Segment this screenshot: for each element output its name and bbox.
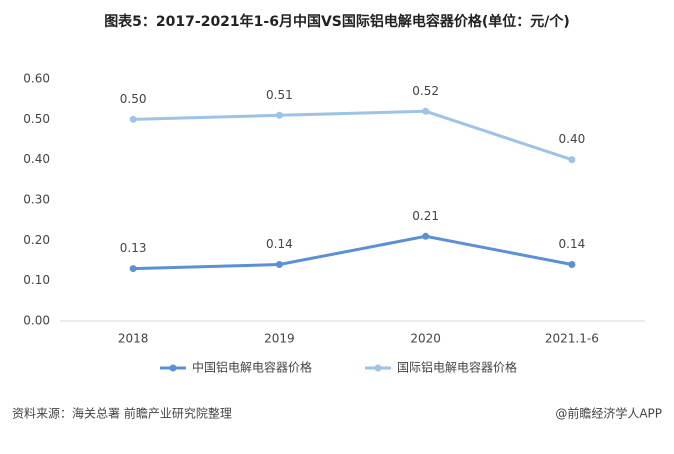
series-line <box>133 109 573 162</box>
data-label: 0.40 <box>559 132 586 146</box>
y-tick-label: 0.40 <box>23 152 50 166</box>
x-tick-label: 2020 <box>410 332 441 346</box>
legend-dot <box>374 364 382 372</box>
data-label: 0.14 <box>266 237 293 251</box>
data-label: 0.52 <box>412 84 439 98</box>
x-tick-label: 2021.1-6 <box>545 332 599 346</box>
legend-label: 国际铝电解电容器价格 <box>397 360 517 375</box>
data-point <box>422 107 430 115</box>
y-tick-label: 0.60 <box>23 72 50 86</box>
data-point <box>422 232 430 240</box>
data-label: 0.13 <box>120 241 147 255</box>
data-point <box>568 156 576 164</box>
legend-dot <box>169 364 177 372</box>
y-tick-label: 0.10 <box>23 273 50 287</box>
y-tick-label: 0.00 <box>23 314 50 328</box>
chart-title: 图表5：2017-2021年1-6月中国VS国际铝电解电容器价格(单位：元/个) <box>104 13 570 30</box>
y-tick-label: 0.20 <box>23 233 50 247</box>
series-line <box>133 234 573 271</box>
x-tick-label: 2018 <box>118 332 149 346</box>
data-point <box>568 261 576 269</box>
data-label: 0.50 <box>120 92 147 106</box>
data-point <box>275 261 283 269</box>
credit: @前瞻经济学人APP <box>555 406 662 421</box>
data-label: 0.51 <box>266 88 293 102</box>
y-tick-label: 0.50 <box>23 112 50 126</box>
y-tick-label: 0.30 <box>23 193 50 207</box>
data-point <box>129 265 137 273</box>
data-point <box>129 115 137 123</box>
legend-label: 中国铝电解电容器价格 <box>192 360 312 375</box>
x-tick-label: 2019 <box>264 332 295 346</box>
data-label: 0.21 <box>412 209 439 223</box>
data-point <box>275 111 283 119</box>
source: 资料来源：海关总署 前瞻产业研究院整理 <box>12 406 232 421</box>
data-label: 0.14 <box>559 237 586 251</box>
